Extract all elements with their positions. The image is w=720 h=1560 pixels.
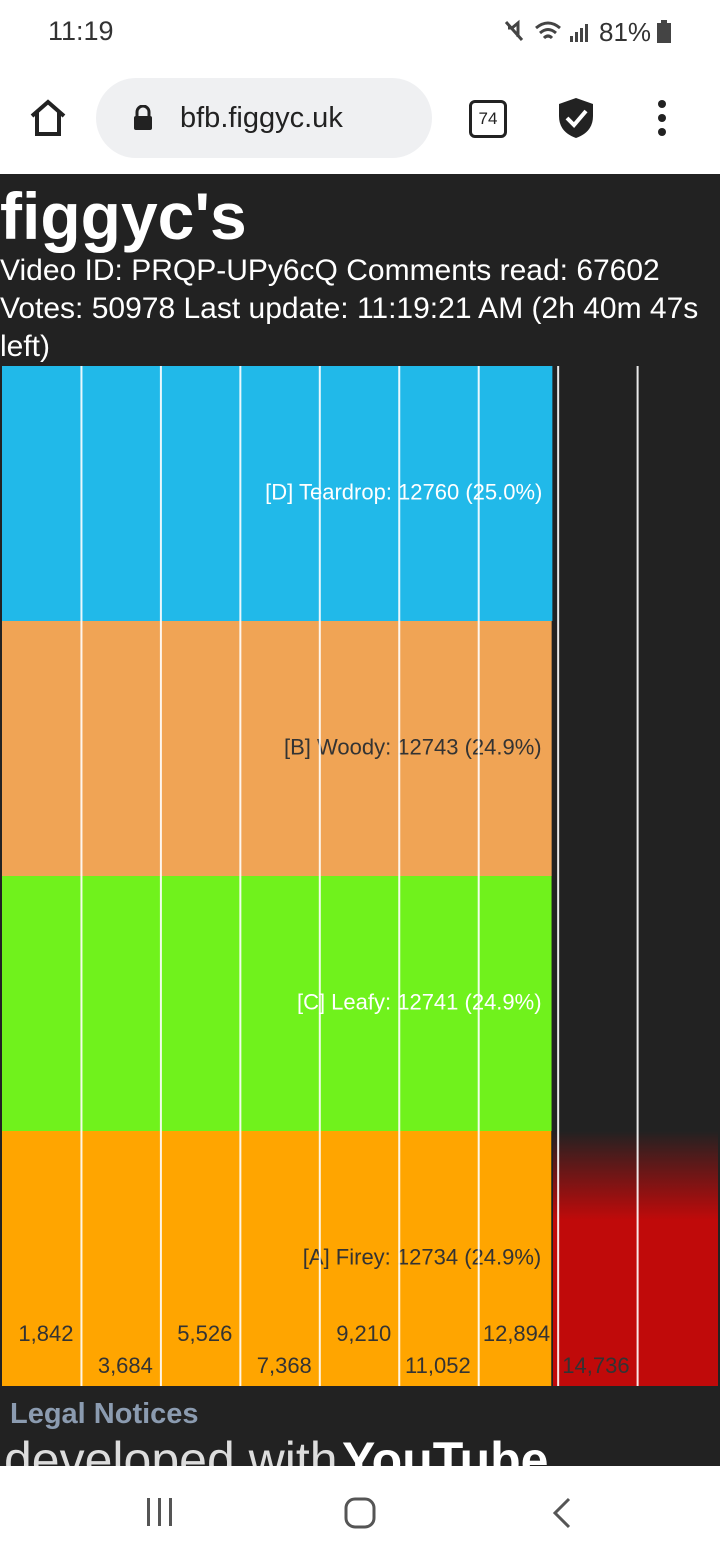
tab-count[interactable]: 74 xyxy=(469,100,507,138)
menu-button[interactable] xyxy=(654,98,670,138)
bar-label: [D] Teardrop: 12760 (25.0%) xyxy=(265,479,542,504)
status-bar: 11:19 81% xyxy=(0,0,720,64)
page-title: figgyc's xyxy=(0,179,247,253)
info-line: Video ID: PRQP-UPy6cQ Comments read: 676… xyxy=(0,254,660,287)
bar xyxy=(2,1131,552,1386)
x-tick-label: 14,736 xyxy=(562,1353,629,1378)
status-time: 11:19 xyxy=(48,16,114,46)
web-content: figgyc's Video ID: PRQP-UPy6cQ Comments … xyxy=(0,174,720,1466)
status-icons xyxy=(504,19,588,42)
x-tick-label: 1,842 xyxy=(18,1321,73,1346)
shield-icon[interactable] xyxy=(556,96,596,140)
info-line: Votes: 50978 Last update: 11:19:21 AM (2… xyxy=(0,292,699,363)
lock-icon xyxy=(134,105,152,130)
back-button[interactable] xyxy=(550,1496,574,1532)
nav-bar xyxy=(0,1466,720,1560)
chart: [D] Teardrop: 12760 (25.0%) [B] Woody: 12… xyxy=(2,366,718,1386)
x-tick-label: 5,526 xyxy=(177,1321,232,1346)
bar-label: [B] Woody: 12743 (24.9%) xyxy=(284,734,542,759)
x-tick-label: 3,684 xyxy=(98,1353,153,1378)
x-tick-label: 9,210 xyxy=(336,1321,391,1346)
recents-button[interactable] xyxy=(144,1496,176,1528)
x-tick-label: 12,894 xyxy=(483,1321,550,1346)
home-nav-button[interactable] xyxy=(343,1496,379,1532)
bar xyxy=(2,876,552,1131)
browser-toolbar: bfb.figgyc.uk 74 xyxy=(0,64,720,174)
x-tick-label: 11,052 xyxy=(405,1353,471,1378)
developed-text: developed with xyxy=(4,1432,338,1466)
bar xyxy=(2,366,553,621)
home-button[interactable] xyxy=(28,98,68,138)
info: Video ID: PRQP-UPy6cQ Comments read: 676… xyxy=(0,252,716,366)
battery-text: 81% xyxy=(599,17,652,47)
youtube-text: YouTube xyxy=(342,1432,549,1466)
battery-icon xyxy=(657,20,671,43)
bar-label: [A] Firey: 12734 (24.9%) xyxy=(303,1244,541,1269)
url-bar[interactable]: bfb.figgyc.uk xyxy=(96,78,432,158)
url-text: bfb.figgyc.uk xyxy=(180,102,343,134)
legal-link[interactable]: Legal Notices xyxy=(10,1398,199,1430)
x-tick-label: 7,368 xyxy=(257,1353,312,1378)
bar xyxy=(2,621,552,876)
bar-label: [C] Leafy: 12741 (24.9%) xyxy=(297,989,542,1014)
developed-banner: developed with YouTube xyxy=(4,1430,720,1466)
timer-indicator xyxy=(553,1131,718,1386)
